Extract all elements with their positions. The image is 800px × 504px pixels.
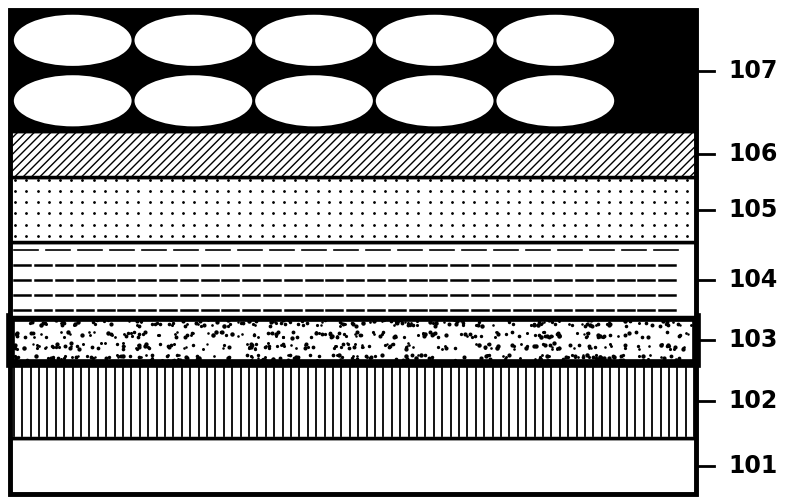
Bar (10, 242, 696, 318)
Ellipse shape (374, 74, 494, 128)
Ellipse shape (254, 74, 374, 128)
Text: 104: 104 (728, 268, 778, 292)
Ellipse shape (374, 14, 494, 67)
Ellipse shape (495, 74, 615, 128)
Bar (10, 131, 696, 177)
Bar (10, 318, 696, 363)
Bar (10, 177, 696, 242)
Ellipse shape (134, 74, 254, 128)
Text: 102: 102 (728, 389, 778, 413)
Ellipse shape (134, 14, 254, 67)
Bar (10, 438, 696, 494)
Text: 107: 107 (728, 58, 778, 83)
Bar (10, 363, 696, 438)
Ellipse shape (254, 14, 374, 67)
Bar (10, 10, 696, 494)
Ellipse shape (495, 14, 615, 67)
Text: 105: 105 (728, 198, 778, 222)
Text: 103: 103 (728, 328, 778, 352)
Text: 101: 101 (728, 454, 778, 478)
Bar (10, 10, 696, 131)
Ellipse shape (13, 14, 133, 67)
Text: 106: 106 (728, 142, 778, 166)
Ellipse shape (13, 74, 133, 128)
